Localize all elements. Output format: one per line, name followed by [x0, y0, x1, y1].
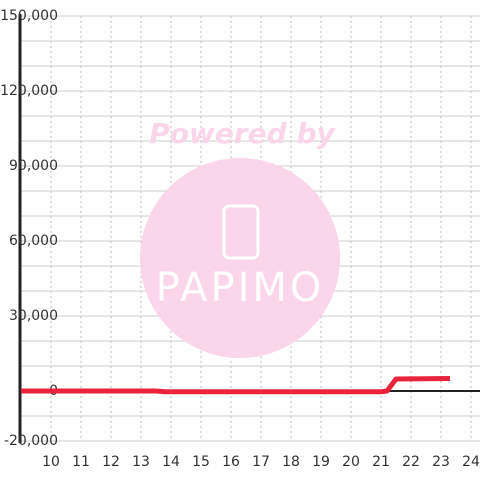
- watermark-icon: [222, 204, 260, 260]
- x-tick-label: 23: [432, 454, 450, 470]
- x-tick-label: 17: [252, 454, 270, 470]
- x-tick-label: 12: [102, 454, 120, 470]
- x-tick-label: 13: [132, 454, 150, 470]
- x-tick-label: 21: [372, 454, 390, 470]
- watermark: Powered by PAPIMO: [140, 117, 340, 358]
- x-tick-label: 19: [312, 454, 330, 470]
- y-tick-label: 60,000: [9, 233, 58, 249]
- y-tick-label: 30,000: [9, 308, 58, 324]
- x-tick-label: 22: [402, 454, 420, 470]
- x-tick-label: 14: [162, 454, 180, 470]
- x-tick-label: 10: [42, 454, 60, 470]
- watermark-text: Powered by: [149, 117, 336, 150]
- y-tick-label: 90,000: [9, 158, 58, 174]
- y-tick-label: 150,000: [0, 8, 58, 24]
- x-tick-label: 11: [72, 454, 90, 470]
- y-tick-label: 120,000: [0, 83, 58, 99]
- y-tick-label: -20,000: [4, 433, 58, 449]
- plot: -20,000030,00060,00090,000120,000150,000…: [0, 8, 480, 470]
- data-line: [21, 376, 451, 395]
- x-tick-label: 18: [282, 454, 300, 470]
- x-tick-label: 16: [222, 454, 240, 470]
- x-tick-label: 15: [192, 454, 210, 470]
- watermark-logo: PAPIMO: [156, 265, 325, 311]
- x-tick-label: 20: [342, 454, 360, 470]
- x-tick-label: 24: [462, 454, 480, 470]
